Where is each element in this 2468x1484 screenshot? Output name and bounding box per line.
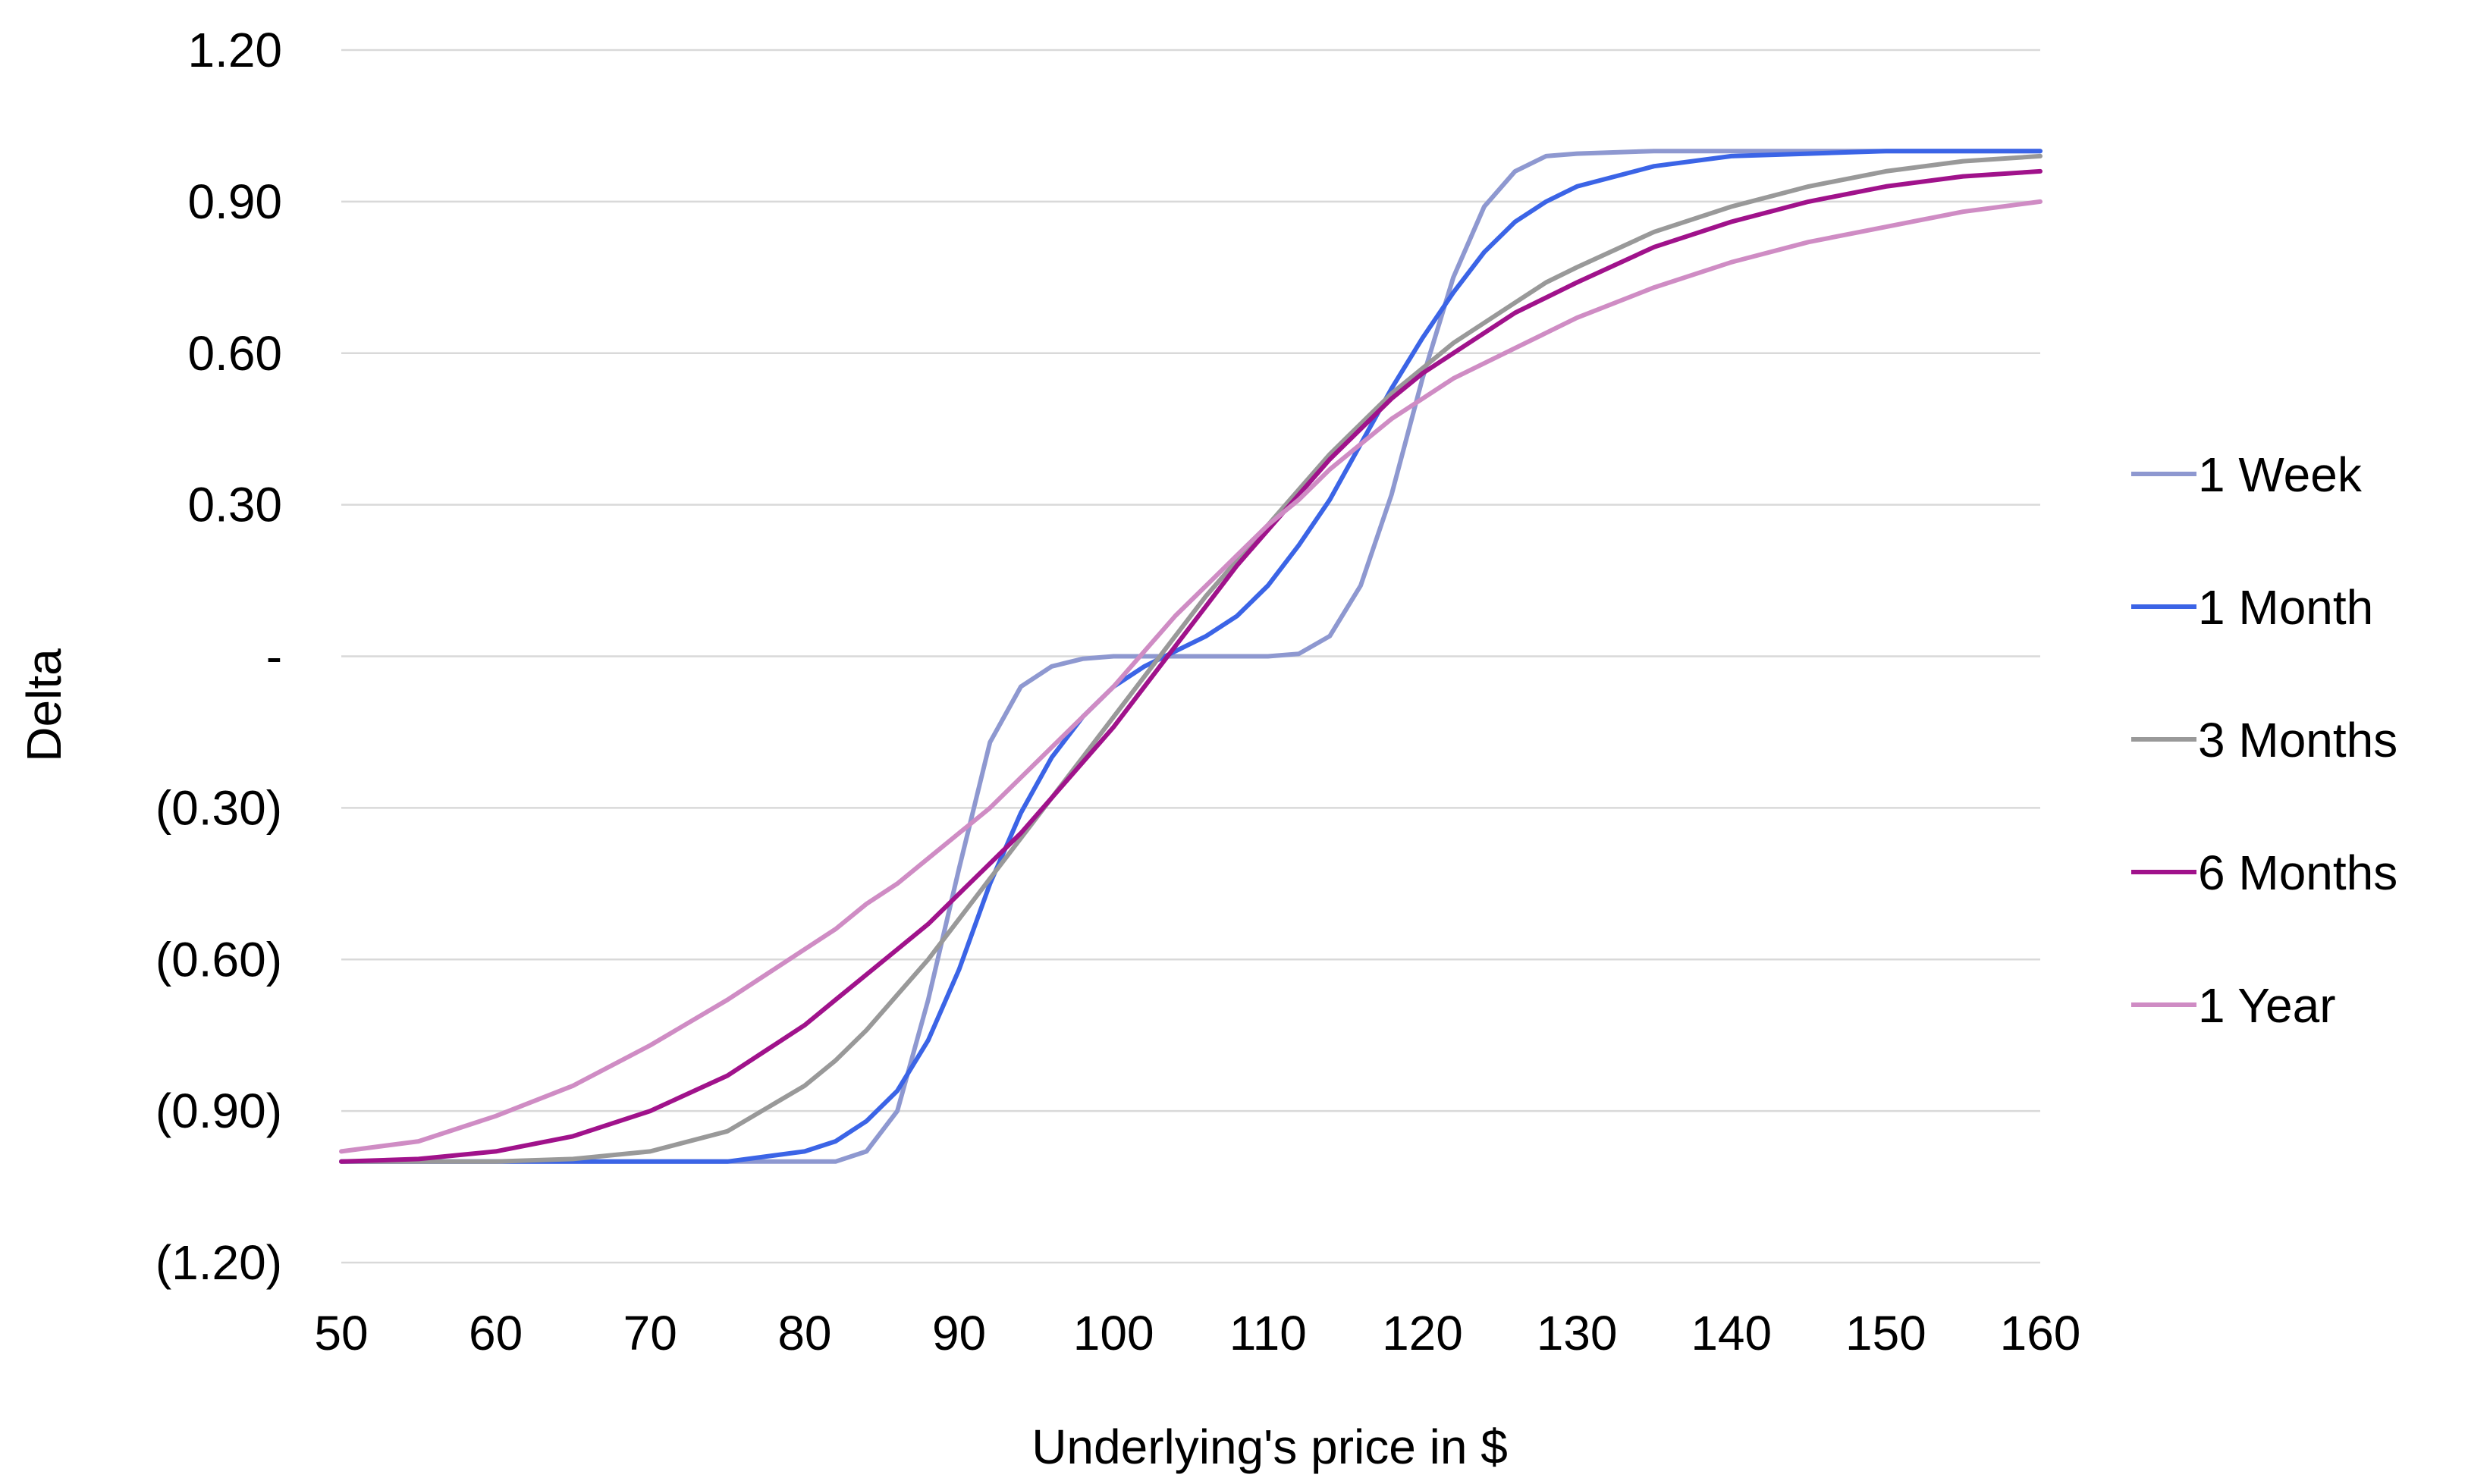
y-tick-label: (1.20) — [155, 1235, 282, 1290]
x-tick-label: 100 — [1073, 1306, 1154, 1360]
legend-item: 3 Months — [2131, 713, 2397, 767]
series-line-1-month — [339, 149, 2043, 1164]
x-tick-label: 70 — [623, 1306, 677, 1360]
x-tick-label: 50 — [314, 1306, 368, 1360]
x-tick-label: 150 — [1845, 1306, 1926, 1360]
series-lines — [339, 149, 2043, 1164]
y-axis-ticks: 1.20 0.90 0.60 0.30 - (0.30) (0.60) (0.90) (1.20… — [155, 23, 282, 1290]
series-line-1-year — [339, 199, 2043, 1154]
legend-label: 1 Month — [2198, 580, 2373, 635]
legend-item: 1 Year — [2131, 978, 2336, 1033]
legend-label: 6 Months — [2198, 846, 2397, 900]
y-axis-title: Delta — [17, 648, 71, 762]
legend-item: 6 Months — [2131, 846, 2397, 900]
legend-label: 1 Year — [2198, 978, 2336, 1033]
x-axis-title: Underlying's price in $ — [1031, 1420, 1508, 1474]
x-tick-label: 80 — [777, 1306, 831, 1360]
x-tick-label: 140 — [1691, 1306, 1772, 1360]
y-tick-label: (0.90) — [155, 1084, 282, 1138]
y-tick-label: - — [266, 629, 282, 684]
legend-item: 1 Week — [2131, 447, 2363, 502]
x-tick-label: 110 — [1229, 1306, 1307, 1360]
y-tick-label: 0.60 — [187, 326, 282, 381]
x-axis-ticks: 50 60 70 80 90 100 110 120 130 140 150 160 — [314, 1306, 2080, 1360]
legend-label: 3 Months — [2198, 713, 2397, 767]
y-tick-label: 1.20 — [187, 23, 282, 77]
x-tick-label: 130 — [1537, 1306, 1618, 1360]
y-tick-label: 0.90 — [187, 174, 282, 229]
x-tick-label: 60 — [469, 1306, 523, 1360]
x-tick-label: 120 — [1382, 1306, 1463, 1360]
x-tick-label: 160 — [2000, 1306, 2081, 1360]
series-line-1-week — [339, 149, 2043, 1164]
legend: 1 Week 1 Month 3 Months 6 Months 1 Year — [2131, 447, 2397, 1033]
legend-item: 1 Month — [2131, 580, 2373, 635]
y-tick-label: 0.30 — [187, 478, 282, 532]
y-tick-label: (0.30) — [155, 780, 282, 835]
y-tick-label: (0.60) — [155, 932, 282, 987]
series-line-6-months — [339, 168, 2043, 1164]
series-line-3-months — [339, 153, 2043, 1164]
legend-label: 1 Week — [2198, 447, 2363, 502]
x-tick-label: 90 — [932, 1306, 986, 1360]
